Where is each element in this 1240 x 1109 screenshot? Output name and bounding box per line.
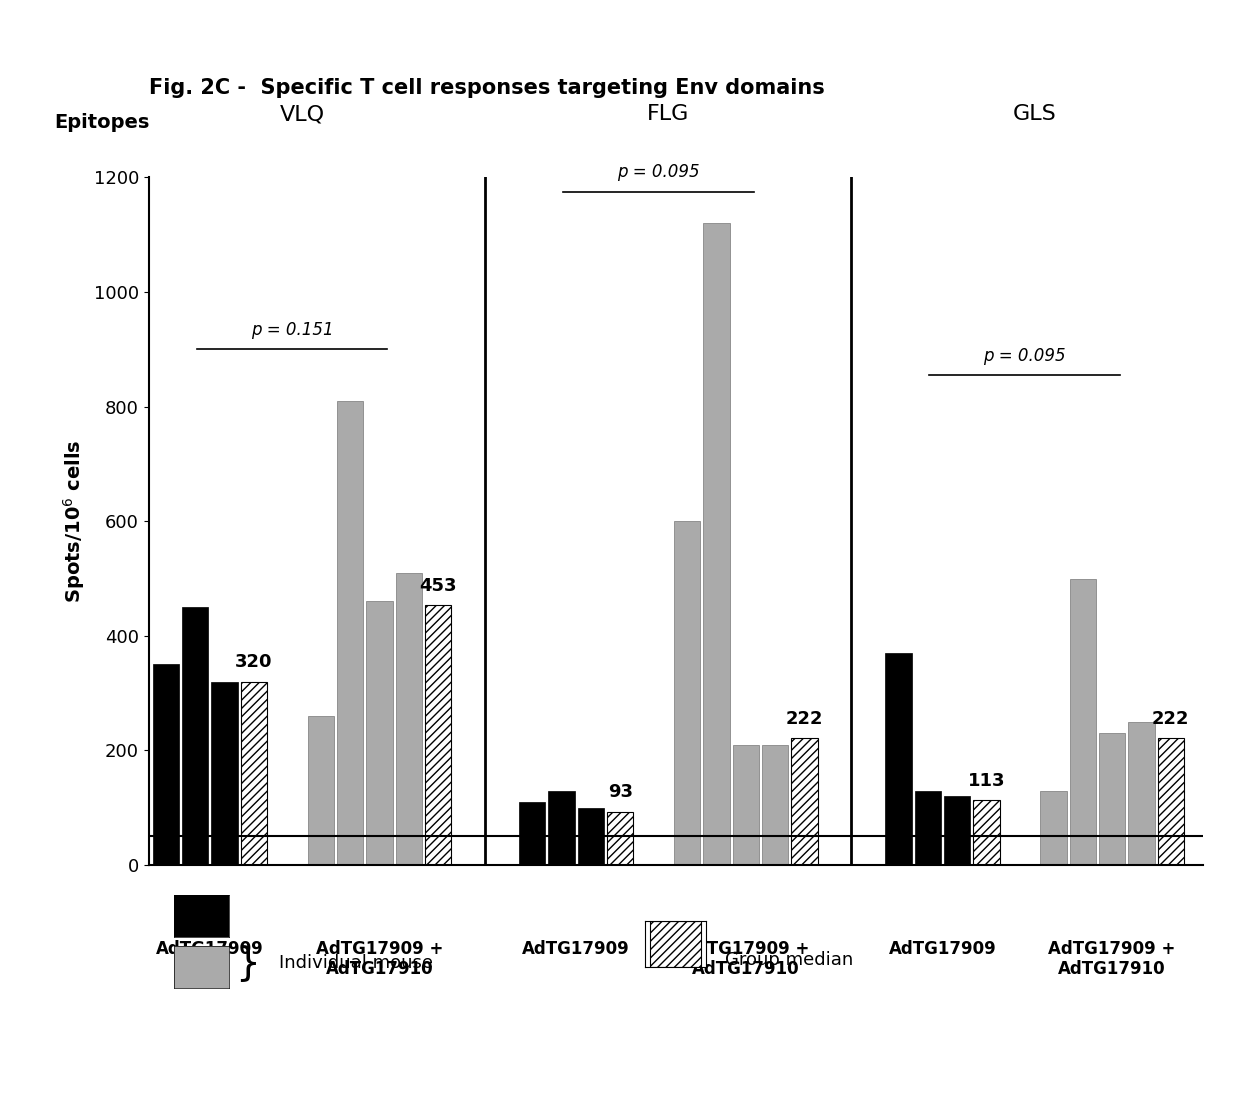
Bar [578,807,604,865]
Text: }: } [236,944,260,981]
Bar [211,682,238,865]
Text: AdTG17909: AdTG17909 [522,939,630,957]
Bar [1099,733,1126,865]
Text: Individual mouse: Individual mouse [279,954,433,971]
Text: FLG: FLG [647,104,689,124]
Bar [396,572,422,865]
Bar [606,812,634,865]
Text: GLS: GLS [1013,104,1056,124]
Bar [1128,722,1154,865]
Bar [153,664,179,865]
Text: 113: 113 [967,772,1006,790]
Text: Group median: Group median [724,952,853,969]
Bar [733,745,759,865]
Bar [520,802,546,865]
Text: 222: 222 [1152,710,1189,728]
Bar [366,601,393,865]
Text: 453: 453 [419,577,456,596]
Bar [1158,737,1184,865]
Text: p = 0.095: p = 0.095 [983,347,1066,365]
Text: Fig. 2C -  Specific T cell responses targeting Env domains: Fig. 2C - Specific T cell responses targ… [149,78,825,98]
Bar [182,608,208,865]
Bar [673,521,701,865]
Text: 320: 320 [236,653,273,671]
Text: AdTG17909: AdTG17909 [156,939,264,957]
Text: p = 0.095: p = 0.095 [618,163,699,182]
Text: 222: 222 [786,710,823,728]
Bar [548,791,574,865]
Text: VLQ: VLQ [279,104,325,124]
Bar [425,606,451,865]
Text: AdTG17909 +
AdTG17910: AdTG17909 + AdTG17910 [316,939,443,978]
Bar [915,791,941,865]
Bar [650,920,701,967]
Bar [703,223,729,865]
Bar [885,653,911,865]
Y-axis label: Spots/10$^6$ cells: Spots/10$^6$ cells [61,439,87,603]
Bar [944,796,971,865]
Text: 93: 93 [608,783,632,802]
Bar [308,716,334,865]
Bar [761,745,789,865]
Bar [241,682,267,865]
Bar [337,401,363,865]
Bar [791,737,817,865]
Text: AdTG17909 +
AdTG17910: AdTG17909 + AdTG17910 [682,939,810,978]
Text: AdTG17909 +
AdTG17910: AdTG17909 + AdTG17910 [1049,939,1176,978]
Text: AdTG17909: AdTG17909 [889,939,997,957]
Bar [1070,579,1096,865]
Bar [973,801,999,865]
Bar [1040,791,1066,865]
Text: Epitopes: Epitopes [53,113,149,132]
Text: p = 0.151: p = 0.151 [250,321,334,339]
